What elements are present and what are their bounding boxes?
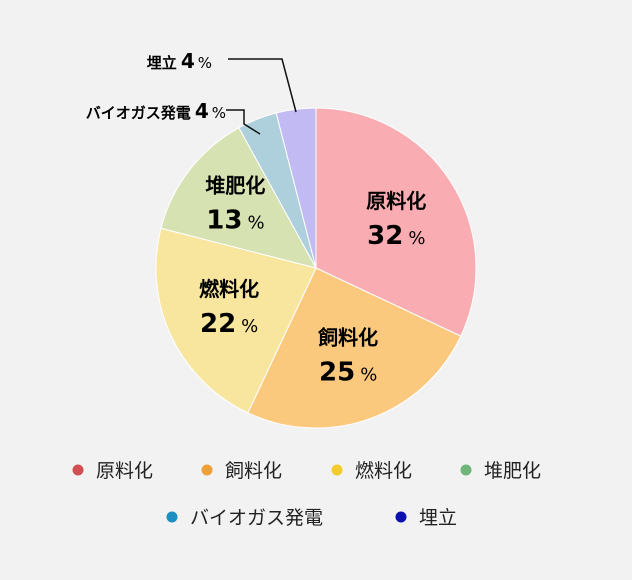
callout-line bbox=[226, 109, 261, 135]
pie-slice bbox=[315, 107, 477, 337]
legend-swatch bbox=[395, 511, 407, 523]
callout-label: 埋立 4% bbox=[147, 49, 212, 73]
legend-label: バイオガス発電 bbox=[190, 507, 323, 529]
pie-slice bbox=[247, 267, 462, 429]
legend-label: 堆肥化 bbox=[484, 460, 541, 482]
slice-label: 堆肥化 bbox=[205, 173, 265, 197]
slice-label: 飼料化 bbox=[317, 325, 378, 349]
slice-value-label: 13% bbox=[206, 205, 264, 235]
pie-slice bbox=[160, 127, 317, 269]
legend-label: 埋立 bbox=[419, 507, 457, 529]
legend-swatch bbox=[460, 464, 472, 476]
legend-swatch bbox=[166, 511, 178, 523]
callout-label: バイオガス発電 4% bbox=[86, 99, 226, 123]
callout-line bbox=[228, 58, 297, 113]
legend-swatch bbox=[331, 464, 343, 476]
legend-swatch bbox=[201, 464, 213, 476]
pie-slice bbox=[155, 227, 317, 414]
slice-value-label: 32% bbox=[367, 221, 425, 251]
legend-swatch bbox=[72, 464, 84, 476]
legend-label: 燃料化 bbox=[355, 460, 412, 482]
legend-label: 原料化 bbox=[96, 460, 153, 482]
legend-label: 飼料化 bbox=[225, 460, 282, 482]
slice-value-label: 25% bbox=[319, 357, 377, 387]
slice-label: 原料化 bbox=[366, 189, 426, 213]
slice-label: 燃料化 bbox=[199, 277, 259, 301]
slice-value-label: 22% bbox=[200, 309, 258, 339]
